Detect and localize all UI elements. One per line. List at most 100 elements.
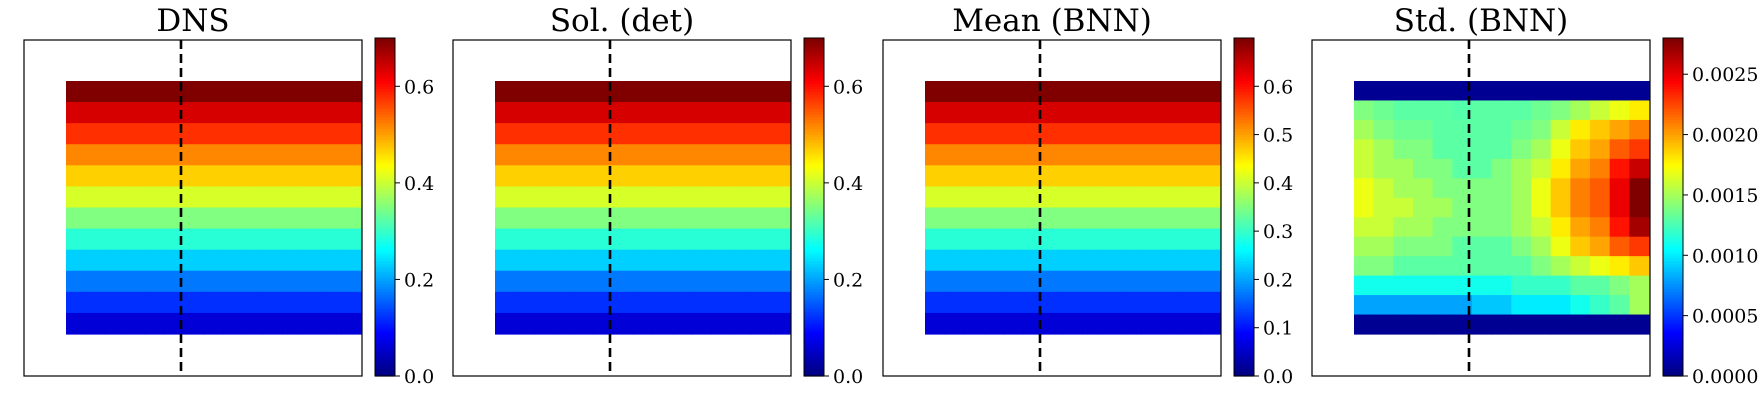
heatmap-cell: [573, 123, 594, 145]
colorbar-segment: [1234, 361, 1254, 366]
heatmap-cell: [1161, 207, 1182, 230]
colorbar-segment: [1234, 277, 1254, 281]
heatmap-cell: [632, 81, 653, 103]
colorbar-segment: [375, 277, 395, 281]
heatmap-cell: [1511, 197, 1532, 218]
heatmap-cell: [1121, 249, 1142, 272]
heatmap-cell: [613, 165, 634, 188]
heatmap-cell: [1121, 81, 1142, 103]
heatmap-cell: [1023, 81, 1044, 103]
colorbar-segment: [804, 38, 824, 42]
heatmap-cell: [944, 270, 965, 293]
heatmap-cell: [1043, 102, 1064, 124]
colorbar-segment: [804, 209, 824, 214]
heatmap-cell: [302, 312, 323, 335]
colorbar-segment: [375, 192, 395, 197]
heatmap-cell: [302, 123, 323, 145]
colorbar-segment: [804, 119, 824, 124]
heatmap-cell: [1121, 102, 1142, 124]
heatmap-cell: [534, 81, 555, 103]
heatmap-cell: [341, 312, 362, 335]
colorbar-tick-label: 0.6: [404, 76, 434, 98]
colorbar-segment: [1663, 153, 1683, 157]
heatmap-cell: [1102, 249, 1123, 272]
colorbar-segment: [1234, 88, 1254, 93]
colorbar-segment: [804, 99, 824, 104]
colorbar-segment: [1663, 66, 1683, 70]
colorbar-tick-label: 0.0015: [1692, 185, 1758, 207]
heatmap-cell: [1609, 217, 1630, 238]
heatmap-cell: [1373, 100, 1394, 121]
colorbar-segment: [1663, 91, 1683, 95]
colorbar-segment: [804, 145, 824, 149]
colorbar-segment: [1663, 308, 1683, 312]
heatmap-cell: [1590, 158, 1611, 179]
colorbar-segment: [1663, 370, 1683, 374]
colorbar-segment: [375, 209, 395, 214]
colorbar-segment: [1234, 60, 1254, 64]
heatmap-cell: [1141, 165, 1162, 188]
colorbar-segment: [1663, 147, 1683, 152]
heatmap-cell: [1531, 178, 1552, 199]
colorbar-segment: [1234, 99, 1254, 104]
heatmap-cell: [1082, 165, 1103, 188]
heatmap-cell: [691, 81, 712, 103]
heatmap-cell: [554, 207, 575, 230]
colorbar-segment: [804, 359, 824, 363]
heatmap-cell: [534, 123, 555, 145]
colorbar-segment: [375, 260, 395, 264]
heatmap-cell: [1180, 123, 1201, 145]
colorbar-segment: [375, 204, 395, 208]
heatmap-cell: [1413, 275, 1434, 296]
heatmap-cell: [1432, 236, 1453, 257]
heatmap-cell: [1393, 275, 1414, 296]
heatmap-cell: [711, 81, 732, 103]
colorbar-segment: [804, 164, 824, 169]
heatmap-cell: [1550, 158, 1571, 179]
heatmap-cell: [770, 186, 791, 209]
heatmap-cell: [964, 165, 985, 188]
heatmap-cell: [1491, 81, 1512, 102]
heatmap-cell: [495, 123, 516, 145]
colorbar-segment: [804, 229, 824, 233]
colorbar-segment: [1663, 176, 1683, 180]
heatmap-cell: [1200, 144, 1221, 166]
heatmap-cell: [495, 249, 516, 272]
colorbar-segment: [1663, 99, 1683, 104]
heatmap-cell: [1161, 165, 1182, 188]
colorbar-segment: [1234, 364, 1254, 369]
heatmap-cell: [203, 102, 224, 124]
heatmap-cell: [1161, 312, 1182, 335]
heatmap-cell: [1491, 275, 1512, 296]
heatmap-cell: [125, 81, 146, 103]
heatmap-cell: [652, 123, 673, 145]
heatmap-cell: [262, 186, 283, 209]
heatmap-cell: [1531, 314, 1552, 335]
colorbar-segment: [1234, 139, 1254, 143]
colorbar-segment: [804, 187, 824, 191]
colorbar-segment: [375, 97, 395, 101]
heatmap-cell: [1432, 100, 1453, 121]
heatmap-cell: [184, 207, 205, 230]
colorbar-segment: [1234, 249, 1254, 253]
colorbar-segment: [375, 285, 395, 290]
colorbar-segment: [375, 257, 395, 262]
heatmap-cell: [144, 207, 165, 230]
colorbar-segment: [804, 178, 824, 183]
colorbar-segment: [375, 333, 395, 338]
heatmap-cell: [652, 291, 673, 314]
heatmap-cell: [1062, 291, 1083, 314]
heatmap-cell: [164, 144, 185, 166]
heatmap-cell: [593, 249, 614, 272]
heatmap-cell: [554, 312, 575, 335]
colorbar-segment: [804, 114, 824, 118]
heatmap-cell: [66, 102, 87, 124]
heatmap-cell: [1590, 217, 1611, 238]
heatmap-cell: [1452, 275, 1473, 296]
colorbar-segment: [804, 240, 824, 245]
heatmap-cell: [243, 102, 264, 124]
heatmap-cell: [1629, 139, 1650, 160]
heatmap-cell: [341, 249, 362, 272]
colorbar-segment: [804, 63, 824, 67]
heatmap-cell: [770, 123, 791, 145]
